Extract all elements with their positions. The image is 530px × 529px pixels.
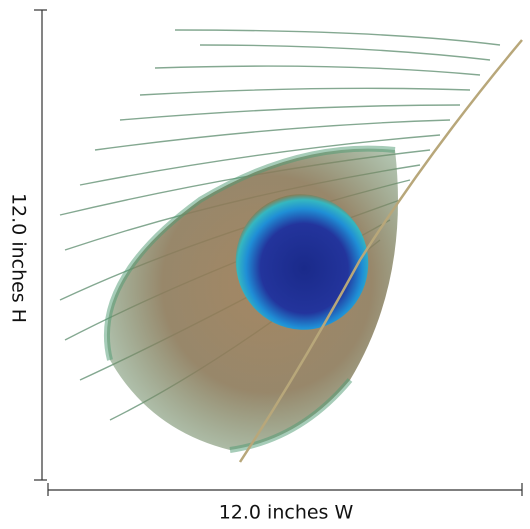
height-dimension <box>34 9 47 481</box>
feather <box>59 29 523 463</box>
width-label: 12.0 inches W <box>219 502 354 524</box>
height-label: 12.0 inches H <box>8 193 30 323</box>
width-dimension <box>47 483 523 496</box>
